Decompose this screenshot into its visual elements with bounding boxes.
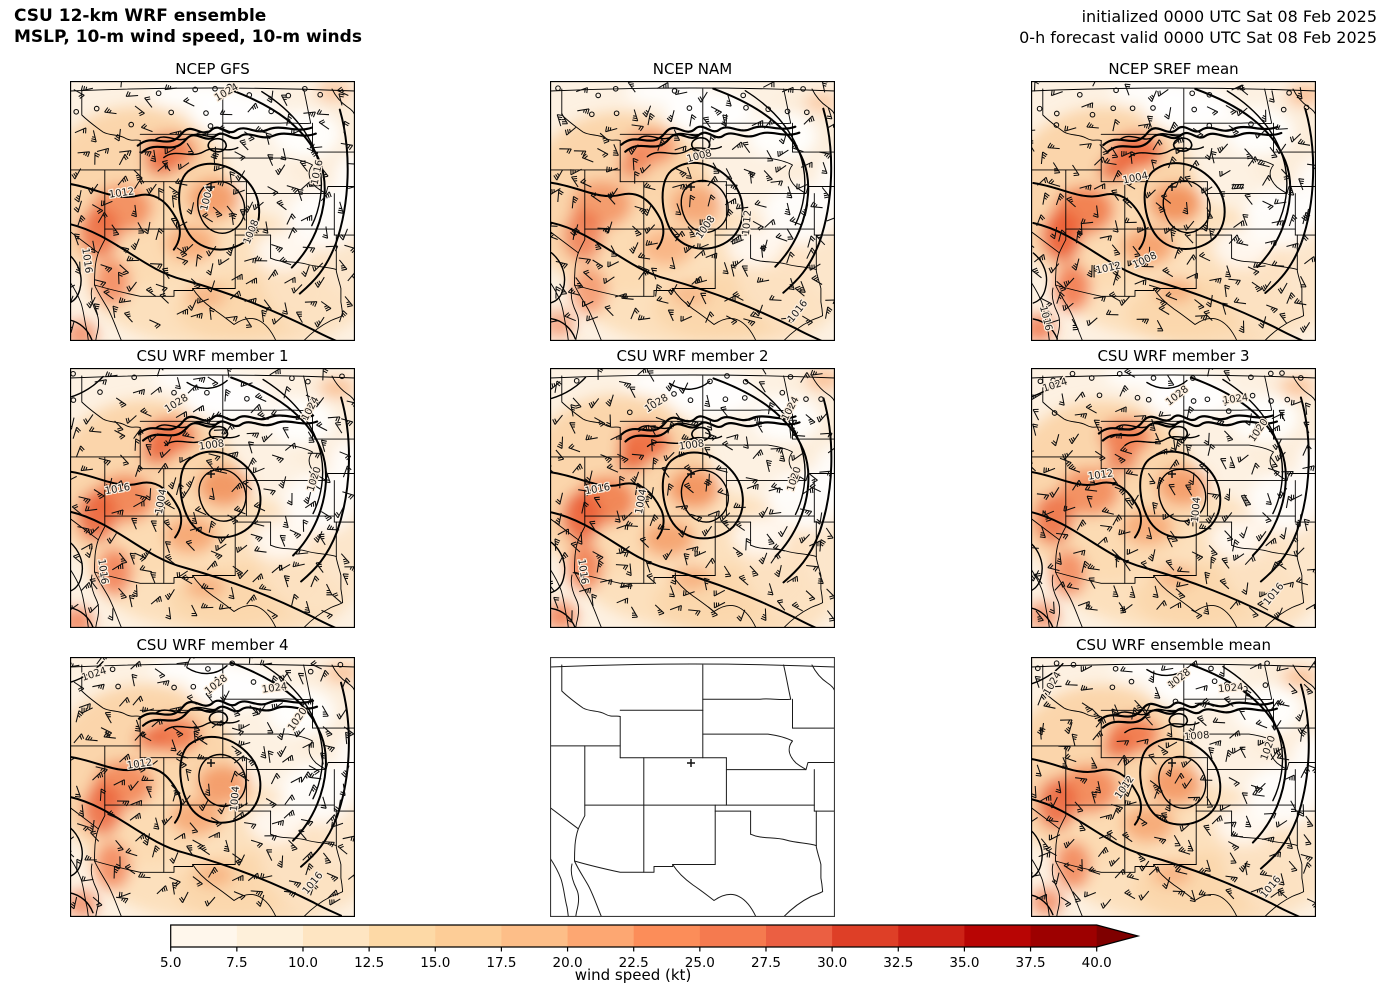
colorbar-tick-label: 40.0 (1082, 955, 1112, 971)
site-marker (1168, 470, 1176, 478)
contour-label: 1012 (108, 186, 135, 200)
contour-label: 1008 (1184, 730, 1210, 743)
panel-ncep-nam: NCEP NAM 1008 1012 1008 1016 (550, 60, 835, 341)
colorbar-tick-label: 27.5 (751, 955, 781, 971)
colorbar-segment (501, 925, 569, 947)
colorbar-tick-label: 15.0 (420, 955, 450, 971)
contour-label: 1008 (678, 438, 705, 452)
site-marker (687, 183, 695, 191)
panel-empty-map (550, 657, 835, 917)
colorbar-tick-label: 5.0 (160, 955, 181, 971)
panel-csu-wrf-member-4: CSU WRF member 4 1024 1028 1024 1020 1012 1004… (70, 636, 355, 917)
figure-title-line1: CSU 12-km WRF ensemble (14, 6, 267, 26)
map-empty-map (550, 657, 835, 917)
panel-title: NCEP SREF mean (1108, 60, 1239, 78)
panel-title: NCEP NAM (652, 60, 733, 78)
contour-label: 1016 (575, 558, 589, 585)
colorbar-tick-label: 7.5 (226, 955, 247, 971)
panel-ncep-sref-mean: NCEP SREF mean 1004 1008 1012 1016 (1031, 60, 1316, 341)
contour-label: 1004 (229, 786, 242, 812)
colorbar-segment (699, 925, 767, 947)
site-marker (207, 183, 215, 191)
contour-label: 1024 (261, 681, 288, 695)
colorbar-tick-label: 12.5 (354, 955, 384, 971)
panel-title: CSU WRF member 1 (136, 347, 289, 365)
colorbar-tick-label: 30.0 (817, 955, 847, 971)
colorbar-segment (435, 925, 503, 947)
panel-title: CSU WRF ensemble mean (1075, 636, 1271, 654)
init-time: initialized 0000 UTC Sat 08 Feb 2025 (1081, 7, 1377, 26)
colorbar-segment (765, 925, 833, 947)
contour-label: 1012 (1087, 468, 1114, 482)
panel-title: CSU WRF member 3 (1097, 347, 1250, 365)
contour-label: 1016 (79, 247, 93, 274)
site-marker (1168, 759, 1176, 767)
contour-label: 1024 (1218, 682, 1244, 695)
colorbar-segment (898, 925, 966, 947)
colorbar-segment (633, 925, 701, 947)
colorbar-svg: 5.0 7.5 10.0 12.5 15.0 17.5 20.0 22.5 25.0 27.5 30… (160, 924, 1141, 971)
colorbar-tick-label: 10.0 (288, 955, 318, 971)
site-marker (687, 759, 695, 767)
colorbar-tick-label: 25.0 (685, 955, 715, 971)
panel-title: NCEP GFS (175, 60, 250, 78)
site-marker (1168, 183, 1176, 191)
figure-title: CSU 12-km WRF ensemble MSLP, 10-m wind s… (14, 6, 362, 48)
panel-csu-wrf-member-1: CSU WRF member 1 1028 1024 1020 1016 1008 1004… (70, 347, 355, 628)
contour-label: 1016 (95, 558, 109, 585)
colorbar-segment (170, 925, 238, 947)
panel-csu-wrf-member-3: CSU WRF member 3 1024 1028 1024 1020 1012 1004… (1031, 347, 1316, 628)
colorbar-segment (369, 925, 436, 947)
colorbar-segment (236, 925, 304, 947)
contour-label: 1008 (198, 438, 225, 452)
site-marker (207, 759, 215, 767)
colorbar-tick-label: 37.5 (1016, 955, 1046, 971)
colorbar-segment (302, 925, 370, 947)
valid-time: 0-h forecast valid 0000 UTC Sat 08 Feb 2… (1019, 28, 1377, 47)
panel-ncep-gfs: NCEP GFS 1012 1004 1008 1016 1024 1016 (70, 60, 355, 341)
colorbar-tick-label: 35.0 (949, 955, 979, 971)
site-marker (687, 470, 695, 478)
site-marker (207, 470, 215, 478)
panel-title: CSU WRF member 4 (136, 636, 289, 654)
panel-csu-wrf-member-2: CSU WRF member 2 1028 1024 1020 1016 1008 1004… (550, 347, 835, 628)
colorbar-over-arrow (1096, 925, 1138, 947)
figure-times: initialized 0000 UTC Sat 08 Feb 2025 0-h… (1019, 6, 1377, 48)
contour-label: 1012 (741, 210, 754, 236)
contour-label: 1004 (1190, 497, 1203, 523)
colorbar-segment (1030, 925, 1098, 947)
colorbar-segment (832, 925, 899, 947)
colorbar-label: wind speed (kt) (574, 966, 692, 984)
colorbar-segment (964, 925, 1032, 947)
panel-csu-wrf-ensemble-mean: CSU WRF ensemble mean 1024 1028 1024 1020 100… (1031, 636, 1316, 917)
contour-label: 1012 (1095, 261, 1122, 277)
contour-label: 1024 (1222, 392, 1249, 406)
figure-title-line2: MSLP, 10-m wind speed, 10-m winds (14, 27, 362, 47)
colorbar-segment (567, 925, 635, 947)
colorbar-tick-label: 32.5 (883, 955, 913, 971)
colorbar-tick-label: 17.5 (486, 955, 516, 971)
panel-title: CSU WRF member 2 (616, 347, 769, 365)
colorbar-tick-label: 20.0 (553, 955, 583, 971)
colorbar-tick-label: 22.5 (619, 955, 649, 971)
contour-label: 1012 (126, 757, 153, 771)
